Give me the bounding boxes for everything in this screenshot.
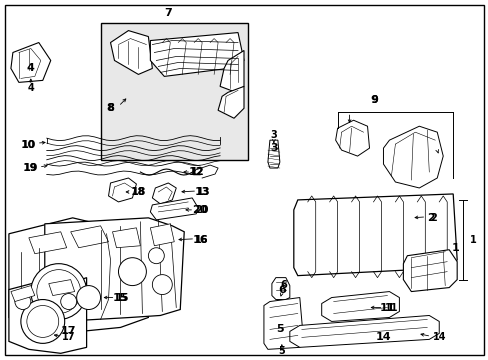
Text: 2: 2	[427, 213, 434, 223]
Text: 8: 8	[106, 103, 114, 113]
Text: 10: 10	[21, 140, 37, 150]
Text: 20: 20	[195, 205, 208, 215]
Polygon shape	[45, 218, 184, 321]
Text: 18: 18	[131, 187, 145, 197]
Polygon shape	[110, 31, 152, 75]
Text: 15: 15	[113, 293, 128, 302]
Text: 5: 5	[276, 324, 283, 334]
Text: 6: 6	[277, 284, 285, 294]
Bar	[101, 23, 247, 160]
Text: 8: 8	[107, 103, 114, 113]
Text: 16: 16	[192, 235, 207, 245]
Text: 12: 12	[188, 167, 203, 177]
Text: 3: 3	[270, 130, 277, 140]
Polygon shape	[218, 86, 244, 118]
Circle shape	[61, 293, 77, 310]
Circle shape	[31, 264, 86, 319]
Polygon shape	[152, 183, 176, 204]
Polygon shape	[289, 315, 438, 347]
Circle shape	[15, 293, 31, 310]
Text: 12: 12	[191, 167, 204, 177]
Circle shape	[27, 306, 59, 337]
Polygon shape	[335, 120, 369, 156]
Polygon shape	[150, 198, 198, 220]
Text: 20: 20	[192, 205, 207, 215]
Text: 17: 17	[61, 327, 76, 336]
Text: 13: 13	[194, 187, 209, 197]
Text: 2: 2	[429, 213, 436, 223]
Text: 6: 6	[280, 280, 286, 289]
Text: 11: 11	[379, 302, 394, 312]
Polygon shape	[267, 140, 279, 168]
Polygon shape	[293, 194, 456, 276]
Text: 13: 13	[197, 187, 210, 197]
Polygon shape	[220, 50, 244, 92]
Text: 10: 10	[22, 140, 36, 150]
Text: 14: 14	[375, 332, 390, 342]
Text: 18: 18	[130, 187, 146, 197]
Text: 4: 4	[27, 84, 34, 93]
Text: 5: 5	[278, 346, 285, 356]
Text: 19: 19	[23, 163, 39, 173]
Polygon shape	[29, 232, 66, 254]
Circle shape	[37, 270, 81, 314]
Text: 11: 11	[384, 302, 397, 312]
Polygon shape	[150, 224, 174, 246]
Polygon shape	[112, 228, 140, 248]
Circle shape	[148, 248, 164, 264]
Text: 1: 1	[469, 235, 475, 245]
Text: 14: 14	[431, 332, 445, 342]
Circle shape	[21, 300, 64, 343]
Circle shape	[77, 285, 101, 310]
Polygon shape	[71, 226, 108, 248]
Polygon shape	[321, 292, 399, 321]
Polygon shape	[9, 218, 148, 332]
Polygon shape	[11, 42, 51, 82]
Polygon shape	[11, 285, 35, 302]
Text: 19: 19	[24, 163, 38, 173]
Text: 9: 9	[370, 95, 377, 105]
Polygon shape	[403, 250, 456, 292]
Polygon shape	[271, 278, 289, 300]
Text: 7: 7	[164, 8, 172, 18]
Text: 1: 1	[450, 243, 458, 253]
Polygon shape	[383, 126, 442, 188]
Polygon shape	[49, 280, 75, 296]
Text: 3: 3	[269, 143, 277, 153]
Polygon shape	[264, 298, 303, 349]
Text: 15: 15	[116, 293, 129, 302]
Text: 9: 9	[370, 95, 378, 105]
Text: 17: 17	[62, 332, 75, 342]
Polygon shape	[9, 278, 86, 353]
Text: 16: 16	[195, 235, 208, 245]
Polygon shape	[150, 32, 244, 76]
Polygon shape	[108, 178, 136, 202]
Circle shape	[152, 275, 172, 294]
Circle shape	[118, 258, 146, 285]
Text: 4: 4	[27, 63, 35, 73]
